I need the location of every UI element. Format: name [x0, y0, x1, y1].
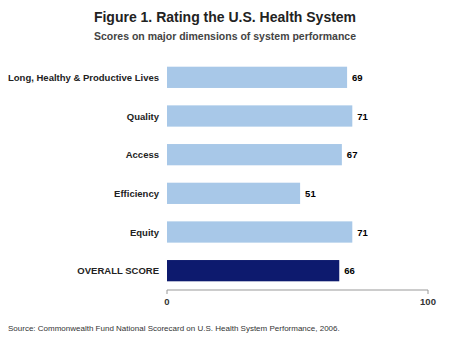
category-label: Efficiency: [114, 188, 160, 199]
x-tick: [167, 290, 168, 294]
source-note: Source: Commonwealth Fund National Score…: [8, 324, 340, 333]
data-label: 71: [357, 227, 368, 238]
category-label: Long, Healthy & Productive Lives: [8, 72, 159, 83]
data-label: 66: [344, 265, 355, 276]
category-label: Access: [126, 149, 159, 160]
x-axis: 0 100: [164, 290, 436, 307]
x-tick-label: 100: [420, 296, 436, 307]
chart: Figure 1. Rating the U.S. Health System S…: [0, 0, 450, 338]
title: Figure 1. Rating the U.S. Health System: [94, 9, 356, 25]
bar: [167, 67, 347, 88]
category-label: Quality: [127, 111, 160, 122]
y-axis-labels: OVERALL SCORE Equity Efficiency Access Quali…: [8, 72, 160, 276]
bar: [167, 260, 339, 281]
data-label: 51: [305, 188, 316, 199]
data-labels: 66 71 51 67 71 69: [305, 72, 368, 276]
bars: [167, 67, 352, 282]
category-label: OVERALL SCORE: [77, 265, 159, 276]
x-tick-label: 0: [164, 296, 169, 307]
bar: [167, 144, 342, 165]
data-label: 67: [347, 149, 358, 160]
x-axis-line: [167, 290, 428, 291]
bar: [167, 105, 352, 126]
bar: [167, 183, 300, 204]
background: [0, 0, 450, 338]
x-tick: [428, 290, 429, 294]
data-label: 71: [357, 111, 368, 122]
bar: [167, 221, 352, 242]
data-label: 69: [352, 72, 363, 83]
category-label: Equity: [130, 227, 160, 238]
chart-container: Figure 1. Rating the U.S. Health System S…: [0, 0, 450, 338]
subtitle: Scores on major dimensions of system per…: [94, 30, 356, 42]
